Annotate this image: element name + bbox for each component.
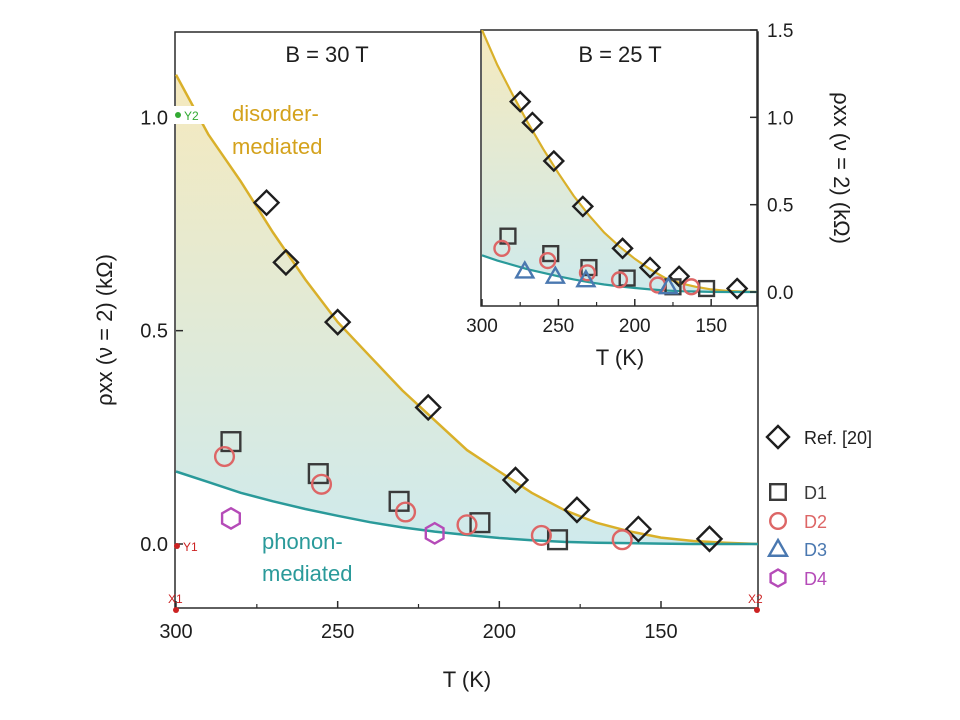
inset-x-tick-label-0: 300 — [466, 316, 498, 337]
main-point-ref-20-1 — [272, 248, 300, 277]
inset-y-tick-label-1: 0.5 — [767, 196, 793, 217]
main-point-d1-2 — [388, 490, 410, 512]
main-x-ticks: 300 250 200 150 — [159, 601, 678, 643]
inset-disorder-curve — [481, 30, 757, 294]
main-point-d4-1 — [424, 521, 445, 545]
main-point-d1-3 — [469, 512, 491, 534]
main-data-markers — [213, 188, 724, 553]
main-y-ticks: 0.0 0.5 1.0 — [140, 107, 183, 556]
main-point-d2-2 — [395, 501, 417, 523]
legend-marker-d1 — [769, 483, 788, 502]
main-point-ref-20-3 — [414, 393, 442, 422]
main-x-tick-label-0: 300 — [159, 621, 192, 643]
reference-markers: X1 X2 Y1 Y2 — [168, 106, 763, 613]
main-point-d2-5 — [611, 529, 633, 551]
legend-marker-d4 — [769, 568, 787, 588]
inset-point-d3-2 — [575, 268, 597, 288]
main-point-ref-20-7 — [695, 525, 724, 553]
inset-point-d3-1 — [544, 265, 566, 284]
inset-point-ref-20-2 — [542, 149, 566, 173]
inset-x-tick-label-3: 150 — [695, 316, 727, 337]
main-x-axis-label: T (K) — [443, 667, 491, 692]
main-x-tick-label-1: 250 — [321, 621, 354, 643]
inset-point-ref-20-6 — [667, 265, 691, 288]
reference-marker-x2-dot — [754, 607, 760, 613]
legend-label-d4: D4 — [804, 569, 827, 589]
main-point-ref-20-4 — [501, 466, 530, 494]
inset-point-d2-2 — [578, 264, 597, 282]
reference-marker-x2: X2 — [748, 592, 763, 606]
inset-point-d1-3 — [618, 269, 636, 287]
inset-point-ref-20-7 — [725, 277, 749, 300]
main-point-ref-20-0 — [252, 188, 281, 217]
reference-marker-y1-dot — [174, 543, 180, 549]
inset-y-ticks: 0.0 0.5 1.0 1.5 — [750, 21, 793, 304]
main-point-d2-4 — [530, 524, 552, 547]
main-point-d1-4 — [546, 529, 569, 551]
main-annotation-phonon-1: phonon- — [262, 529, 343, 554]
main-point-d1-1 — [307, 463, 329, 485]
main-point-d2-1 — [310, 473, 333, 495]
inset-point-d2-1 — [539, 251, 557, 270]
main-point-d2-0 — [213, 445, 236, 468]
main-annotation-disorder-1: disorder- — [232, 101, 319, 126]
main-x-tick-label-2: 200 — [483, 621, 516, 643]
legend-label-d1: D1 — [804, 483, 827, 503]
reference-marker-x1: X1 — [168, 592, 183, 606]
inset-title: B = 25 T — [578, 42, 661, 67]
main-point-ref-20-5 — [563, 496, 591, 524]
legend: Ref. [20] D1 D2 D3 D4 — [765, 424, 872, 589]
main-y-tick-label-2: 1.0 — [140, 107, 168, 129]
inset-point-ref-20-3 — [571, 195, 595, 218]
legend-marker-d3 — [766, 537, 790, 557]
main-title: B = 30 T — [285, 42, 368, 67]
reference-marker-y1: Y1 — [183, 540, 198, 554]
inset-x-ticks: 300 250 200 150 — [466, 299, 727, 337]
reference-marker-y2-bg — [172, 106, 206, 124]
legend-label-d2: D2 — [804, 512, 827, 532]
inset-point-d2-3 — [610, 271, 629, 289]
main-y-axis-label: ρxx (ν = 2) (kΩ) — [92, 254, 117, 406]
main-annotation-phonon-2: mediated — [262, 561, 353, 586]
main-y-tick-label-0: 0.0 — [140, 534, 168, 556]
inset-panel: 300 250 200 150 0.0 0.5 1.0 1.5 B = 25 T T (K)… — [466, 21, 854, 370]
inset-y-tick-label-0: 0.0 — [767, 283, 793, 304]
inset-point-d2-0 — [493, 239, 511, 257]
main-shaded-region — [176, 74, 758, 544]
inset-point-ref-20-4 — [611, 237, 634, 260]
main-x-tick-label-3: 150 — [644, 621, 677, 643]
legend-marker-ref-20 — [765, 424, 791, 450]
legend-marker-d2 — [769, 512, 788, 531]
inset-y-axis-label: ρxx (ν = 2) (kΩ) — [829, 92, 854, 244]
legend-label-d3: D3 — [804, 540, 827, 560]
main-point-d2-3 — [456, 514, 478, 536]
inset-shaded-region — [482, 30, 757, 292]
main-y-tick-label-1: 0.5 — [140, 321, 168, 343]
inset-x-axis-label: T (K) — [596, 345, 644, 370]
inset-y-tick-label-3: 1.5 — [767, 21, 793, 42]
main-point-ref-20-6 — [624, 515, 653, 543]
reference-marker-y2: Y2 — [184, 109, 199, 123]
reference-marker-y2-dot — [175, 112, 181, 118]
main-point-ref-20-2 — [323, 308, 352, 336]
main-point-d4-0 — [220, 506, 242, 530]
reference-marker-x1-dot — [173, 607, 179, 613]
inset-point-d2-5 — [682, 278, 700, 296]
inset-x-tick-label-1: 250 — [543, 316, 575, 337]
inset-point-ref-20-0 — [508, 90, 532, 113]
main-annotation-disorder-2: mediated — [232, 134, 323, 159]
inset-point-d3-0 — [514, 260, 536, 279]
main-disorder-curve — [175, 74, 758, 546]
inset-point-ref-20-5 — [638, 256, 662, 279]
inset-point-ref-20-1 — [521, 111, 544, 134]
inset-y-tick-label-2: 1.0 — [767, 108, 793, 129]
inset-data-markers — [493, 90, 749, 300]
inset-point-d3-3 — [657, 275, 680, 295]
legend-label-ref-20: Ref. [20] — [804, 428, 872, 448]
inset-x-tick-label-2: 200 — [619, 316, 651, 337]
